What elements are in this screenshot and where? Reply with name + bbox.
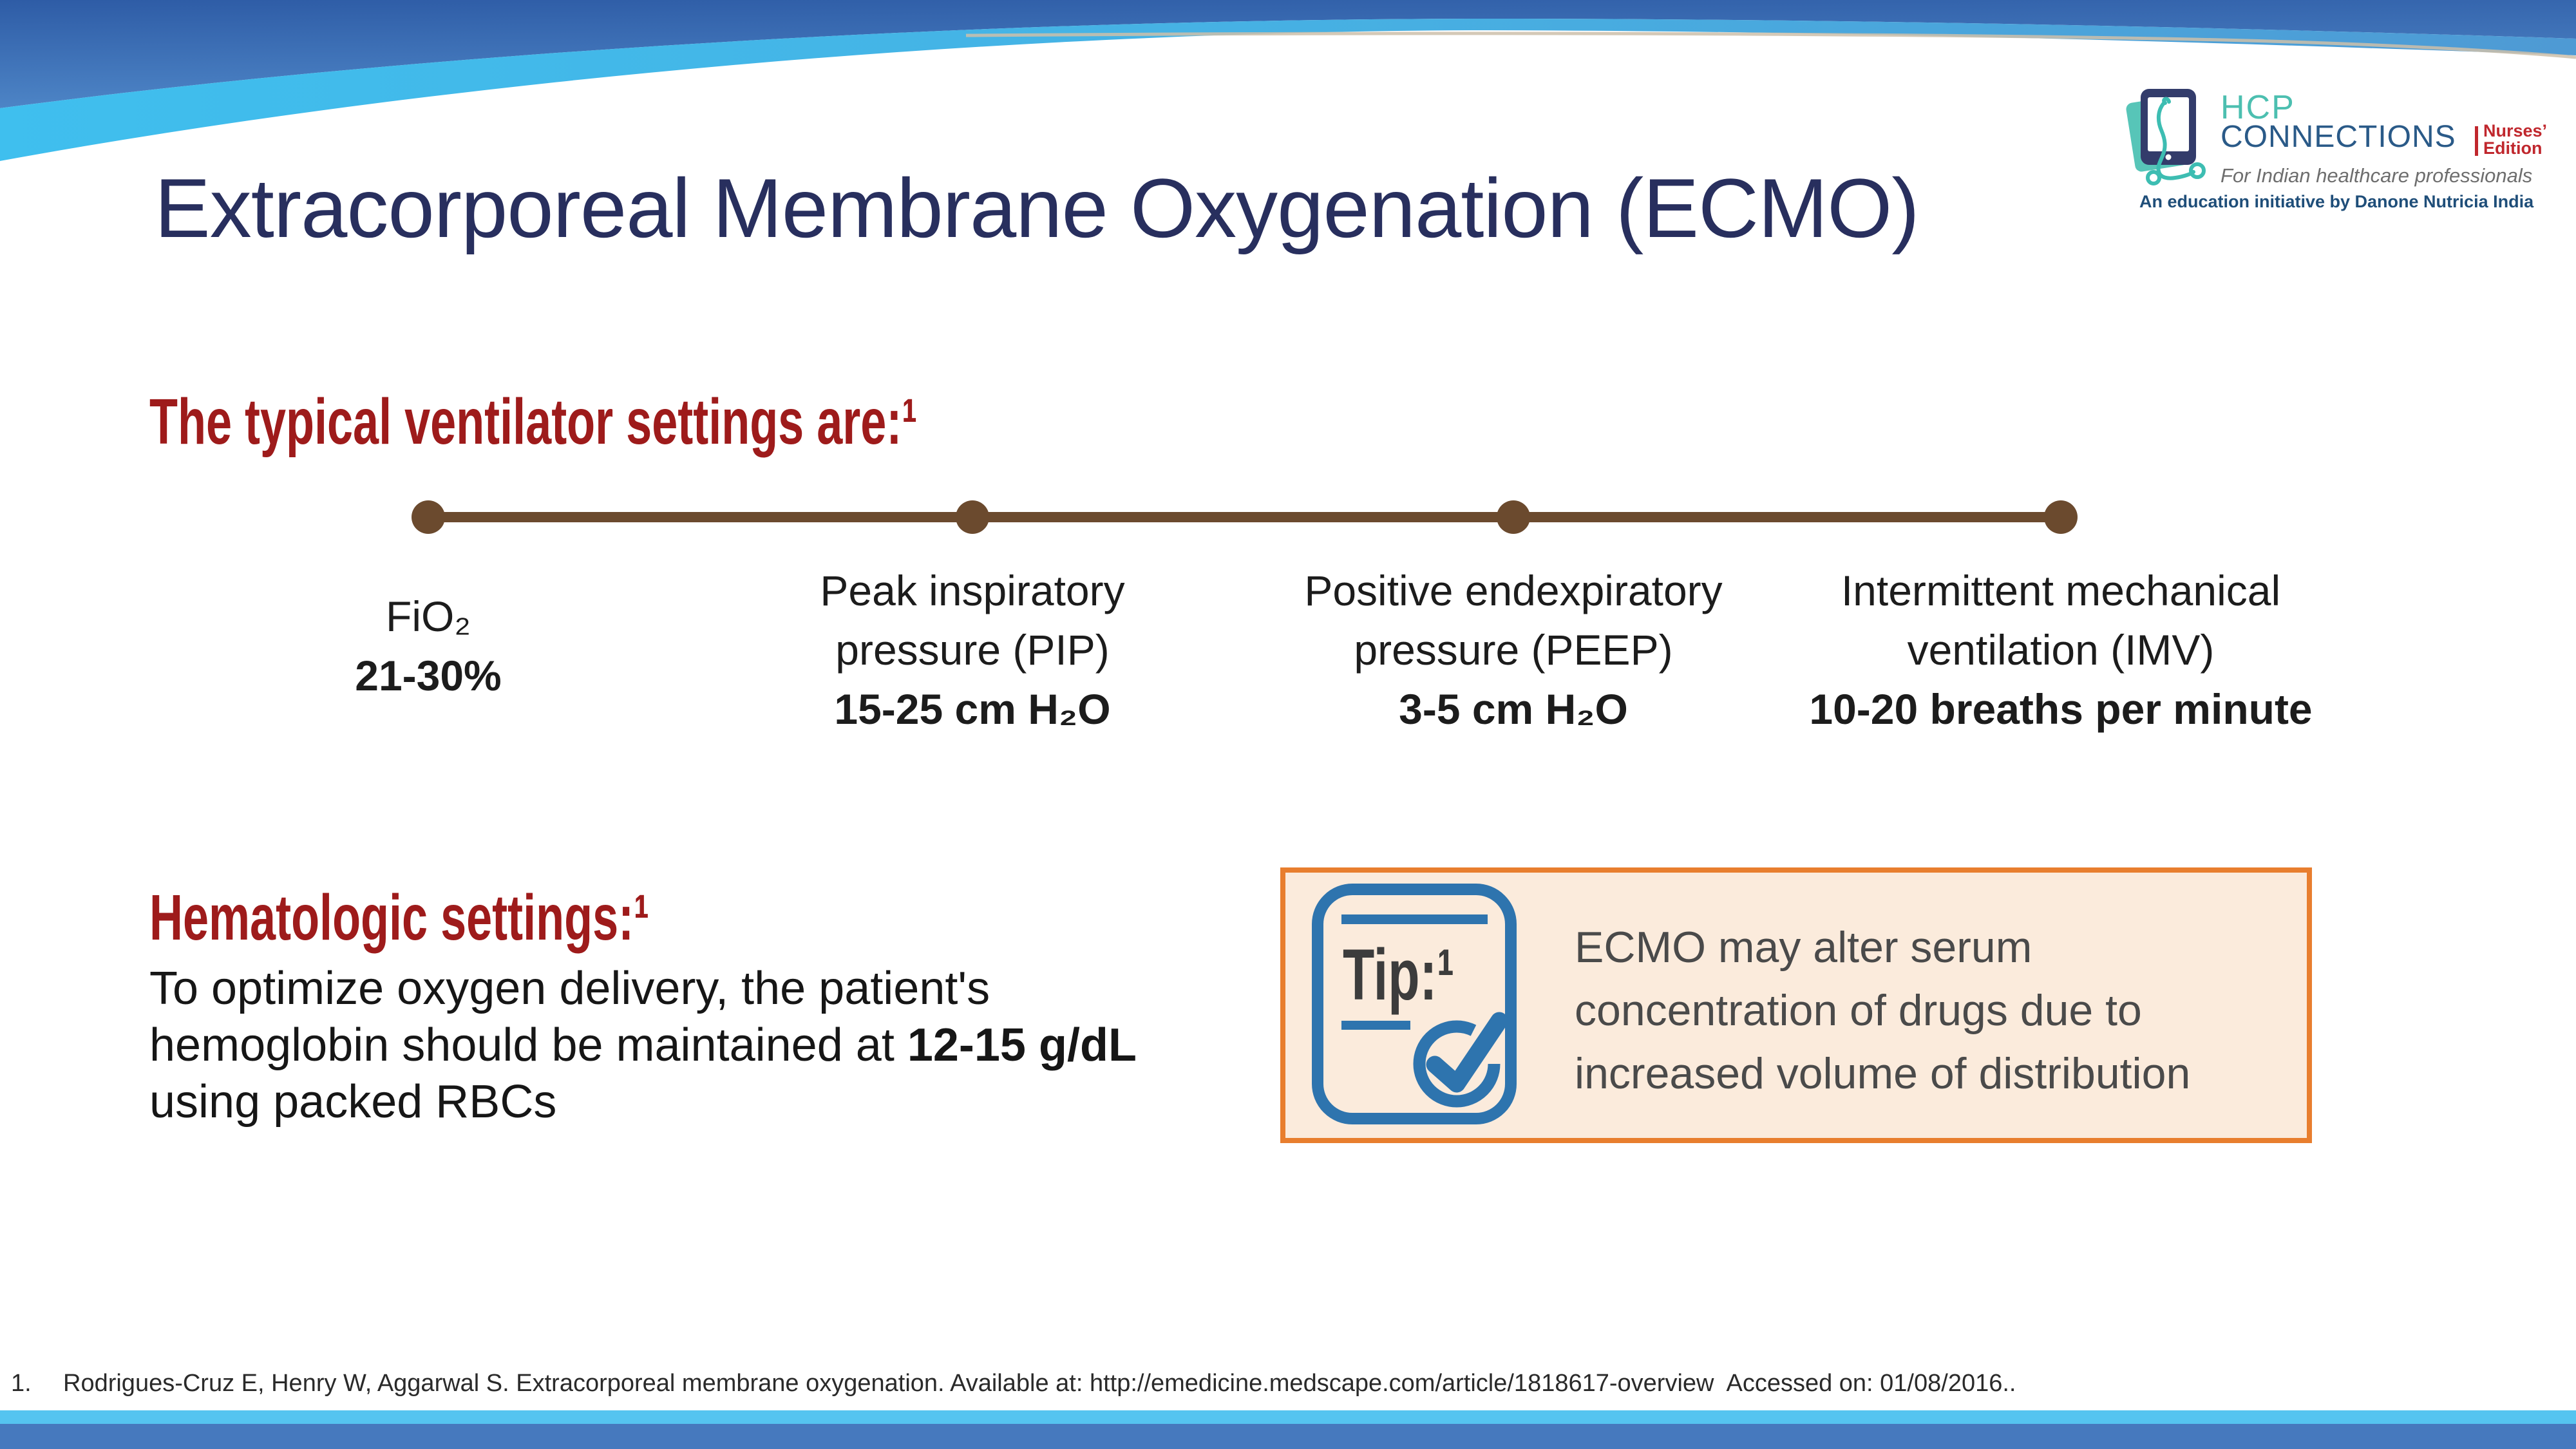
ventilator-heading: The typical ventilator settings are:¹ <box>149 386 918 458</box>
tip-clipboard-icon <box>1312 884 1517 1124</box>
footer-stripe-light <box>0 1410 2576 1424</box>
tip-label: Tip:¹ <box>1343 934 1455 1015</box>
footer-stripe-dark <box>0 1424 2576 1449</box>
timeline-item-label: pressure (PIP) <box>835 626 1110 674</box>
header-dark-band <box>0 0 2576 108</box>
timeline-item-peep: Positive endexpiratory pressure (PEEP) 3… <box>1243 561 1784 739</box>
logo-tagline: For Indian healthcare professionals <box>2221 164 2533 187</box>
footnote-reference: Rodrigues-Cruz E, Henry W, Aggarwal S. E… <box>63 1370 2016 1397</box>
timeline-item-label: FiO₂ <box>386 592 471 640</box>
hematologic-line1: To optimize oxygen delivery, the patient… <box>149 963 990 1014</box>
page-title: Extracorporeal Membrane Oxygenation (ECM… <box>155 161 1920 255</box>
tip-text: ECMO may alter serum concentration of dr… <box>1575 923 2191 1098</box>
timeline-item-label: Positive endexpiratory <box>1304 567 1723 614</box>
header-cyan-stripe <box>0 19 2576 161</box>
timeline-item-fio2: FiO₂ 21-30% <box>235 587 621 705</box>
logo-hcp-text: HCP <box>2221 89 2295 126</box>
hematologic-heading: Hematologic settings:¹ <box>149 882 650 954</box>
hematologic-body: To optimize oxygen delivery, the patient… <box>149 960 1137 1130</box>
header-swoosh <box>0 0 2576 161</box>
hematologic-line2: hemoglobin should be maintained at 12-15… <box>149 1019 1137 1071</box>
logo-nurses-text: Nurses’ <box>2483 121 2548 140</box>
timeline-item-value: 21-30% <box>355 652 502 699</box>
timeline-item-value: 10-20 breaths per minute <box>1809 685 2313 733</box>
header-tan-line <box>965 32 2576 59</box>
timeline <box>412 500 2078 534</box>
timeline-item-label: ventilation (IMV) <box>1907 626 2215 674</box>
footnote-number: 1. <box>11 1370 32 1397</box>
timeline-dot <box>2044 500 2078 534</box>
timeline-item-value: 15-25 cm H₂O <box>834 685 1111 733</box>
timeline-dot <box>956 500 989 534</box>
tablet-stethoscope-icon <box>2126 89 2206 185</box>
timeline-item-label: Peak inspiratory <box>820 567 1125 614</box>
timeline-item-value: 3-5 cm H₂O <box>1399 685 1628 733</box>
timeline-dot <box>1497 500 1530 534</box>
logo-connections-text: CONNECTIONS <box>2221 120 2456 154</box>
logo-edition-text: Edition <box>2483 138 2543 158</box>
timeline-item-label: Intermittent mechanical <box>1841 567 2281 614</box>
logo-initiative: An education initiative by Danone Nutric… <box>2139 192 2534 211</box>
timeline-item-pip: Peak inspiratory pressure (PIP) 15-25 cm… <box>715 561 1230 739</box>
logo-divider <box>2475 126 2478 156</box>
timeline-item-label: pressure (PEEP) <box>1354 626 1673 674</box>
timeline-item-imv: Intermittent mechanical ventilation (IMV… <box>1771 561 2351 739</box>
timeline-dot <box>412 500 445 534</box>
hematologic-line3: using packed RBCs <box>149 1076 557 1128</box>
